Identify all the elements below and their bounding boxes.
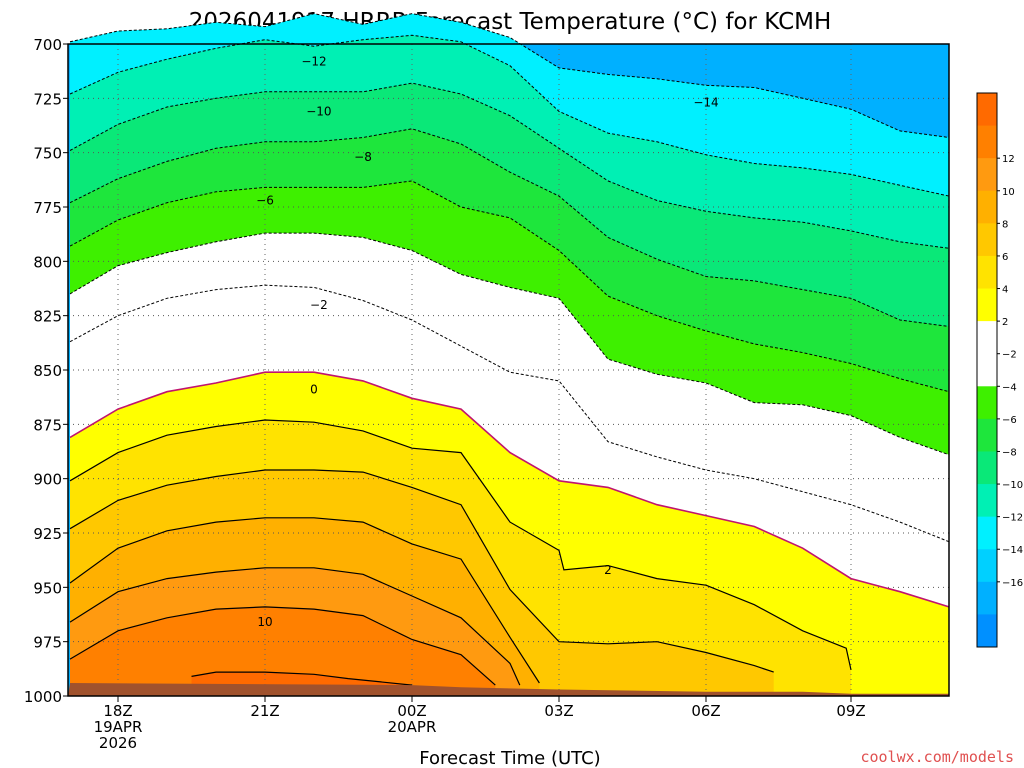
y-tick-label: 1000 xyxy=(24,688,62,706)
contour-label: −10 xyxy=(306,104,331,118)
contour-line-12 xyxy=(191,671,413,686)
contour-line--10 xyxy=(69,82,950,249)
colorbar-label: 2 xyxy=(1002,317,1008,328)
contour-line-10 xyxy=(69,606,496,686)
contour-line-4 xyxy=(69,469,774,673)
contour-label: 10 xyxy=(257,615,272,629)
contour-line--12 xyxy=(69,34,950,197)
colorbar-segment xyxy=(977,93,997,127)
credit-link[interactable]: coolwx.com/models xyxy=(860,748,1014,766)
colorbar-segment xyxy=(977,288,997,322)
colorbar-label: −14 xyxy=(1002,545,1023,556)
x-tick-label: 06Z xyxy=(691,702,720,720)
temperature-fill-layer xyxy=(68,13,949,697)
colorbar-label: −6 xyxy=(1002,415,1017,426)
y-tick-label: 900 xyxy=(33,471,62,489)
contour-label: −14 xyxy=(693,96,718,110)
contour-line--6 xyxy=(69,180,950,393)
colorbar-frame xyxy=(976,92,998,648)
contour-label: −8 xyxy=(354,150,372,164)
contour-label: 2 xyxy=(604,563,612,577)
colorbar-segment xyxy=(977,484,997,518)
contour-line--2 xyxy=(69,284,950,543)
y-tick-label: 750 xyxy=(33,145,62,163)
x-axis-label: Forecast Time (UTC) xyxy=(419,748,600,768)
ground-fill xyxy=(68,683,949,696)
contour-line-8 xyxy=(69,567,521,686)
x-tick-label: 20APR xyxy=(388,718,437,736)
colorbar-segment xyxy=(977,516,997,550)
ground-surface xyxy=(68,683,949,696)
colorbar-label: −12 xyxy=(1002,513,1023,524)
colorbar-label: 10 xyxy=(1002,187,1015,198)
contour-labels: −12 −10 −8 −6 −14 −2 0 2 10 xyxy=(256,54,719,629)
colorbar-segment xyxy=(977,386,997,420)
y-axis: 700 725 750 775 800 825 850 875 900 925 950 975 1000 xyxy=(24,36,68,706)
colorbar: 12 10 8 6 4 2 −2 −4 −6 −8 −10 −12 −14 −16 xyxy=(976,92,1023,648)
colorbar-segment xyxy=(977,190,997,224)
x-tick-label: 21Z xyxy=(250,702,279,720)
contour-label: −6 xyxy=(256,193,274,207)
y-tick-label: 800 xyxy=(33,253,62,271)
colorbar-segment xyxy=(977,614,997,648)
colorbar-label: 12 xyxy=(1002,154,1015,165)
colorbar-label: −2 xyxy=(1002,350,1017,361)
contour-label: −2 xyxy=(310,298,328,312)
y-tick-label: 725 xyxy=(33,90,62,108)
contour-line-2 xyxy=(69,419,852,671)
contour-label: −12 xyxy=(301,54,326,68)
y-tick-label: 700 xyxy=(33,36,62,54)
colorbar-label: 4 xyxy=(1002,285,1008,296)
colorbar-segment xyxy=(977,353,997,387)
colorbar-segment xyxy=(977,549,997,583)
contour-line--14 xyxy=(69,13,950,138)
y-tick-label: 775 xyxy=(33,199,62,217)
contour-lines xyxy=(69,13,950,686)
x-tick-label: 09Z xyxy=(836,702,865,720)
colorbar-label: 6 xyxy=(1002,252,1008,263)
colorbar-segment xyxy=(977,158,997,192)
x-tick-label: 18Z xyxy=(103,702,132,720)
colorbar-label: −10 xyxy=(1002,480,1023,491)
colorbar-segment xyxy=(977,581,997,615)
contour-line--8 xyxy=(69,128,950,327)
y-tick-label: 875 xyxy=(33,416,62,434)
contour-line-6 xyxy=(69,517,540,684)
colorbar-segment xyxy=(977,321,997,355)
colorbar-segment xyxy=(977,255,997,290)
temperature-band-10 xyxy=(70,606,496,696)
y-tick-label: 825 xyxy=(33,308,62,326)
x-tick-label: 19APR xyxy=(94,718,143,736)
colorbar-segment xyxy=(977,125,997,159)
colorbar-label: 8 xyxy=(1002,219,1008,230)
x-tick-label: 00Z xyxy=(397,702,426,720)
contour-label: 0 xyxy=(310,383,318,397)
contour-line-0 xyxy=(69,371,950,608)
colorbar-segment xyxy=(977,418,997,452)
y-tick-label: 925 xyxy=(33,525,62,543)
y-tick-label: 850 xyxy=(33,362,62,380)
y-tick-label: 950 xyxy=(33,579,62,597)
colorbar-label: −16 xyxy=(1002,578,1023,589)
y-tick-label: 975 xyxy=(33,634,62,652)
colorbar-label: −4 xyxy=(1002,382,1017,393)
colorbar-label: −8 xyxy=(1002,447,1017,458)
colorbar-segment xyxy=(977,223,997,257)
contour-line--4 xyxy=(69,232,950,456)
x-tick-label: 2026 xyxy=(99,734,137,752)
x-tick-label: 03Z xyxy=(544,702,573,720)
colorbar-segment xyxy=(977,451,997,485)
